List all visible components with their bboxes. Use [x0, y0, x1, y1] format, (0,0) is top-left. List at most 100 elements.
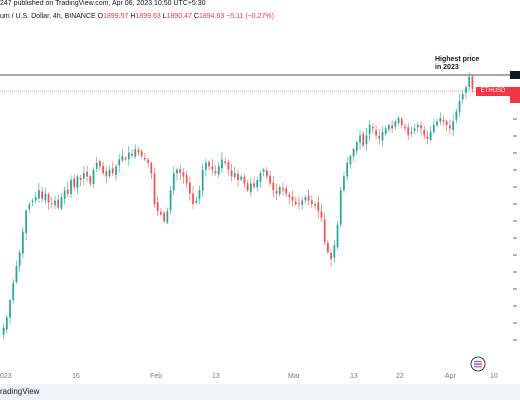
- candle-body: [237, 173, 239, 180]
- candle-body: [21, 231, 24, 254]
- candle-body: [134, 149, 137, 157]
- candle-body: [282, 188, 284, 191]
- x-tick-label: Feb: [150, 373, 163, 380]
- annotation-line-1: Highest price: [435, 56, 480, 63]
- y-axis-tick: [513, 118, 517, 120]
- candle-body: [115, 166, 117, 176]
- candle-body: [262, 169, 265, 172]
- candle-body: [86, 171, 88, 177]
- candle-body: [362, 133, 365, 146]
- x-tick-label: 023: [0, 373, 12, 380]
- candle-body: [320, 211, 323, 218]
- ethusd-label: ETHUSD: [476, 87, 510, 96]
- close-value: 1894.63: [198, 13, 225, 20]
- candle-body: [31, 200, 34, 203]
- candle-body: [211, 166, 214, 170]
- candle-body: [442, 120, 445, 122]
- candle-body: [256, 180, 259, 188]
- y-axis-tick: [513, 203, 517, 205]
- candle-body: [124, 157, 127, 160]
- highest-price-tag: [510, 71, 520, 79]
- candle-body: [346, 162, 349, 177]
- candle-body: [458, 100, 461, 112]
- candle-body: [150, 163, 153, 174]
- x-tick-label: 13: [350, 373, 358, 380]
- candle-body: [185, 174, 188, 184]
- candle-body: [95, 162, 98, 169]
- candle-body: [391, 125, 394, 129]
- candle-body: [275, 190, 278, 194]
- y-axis-tick: [513, 237, 517, 239]
- candle-body: [34, 197, 37, 201]
- candle-body: [436, 121, 438, 126]
- candle-body: [57, 199, 60, 208]
- candle-body: [404, 126, 406, 129]
- candle-body: [330, 252, 332, 260]
- candle-body: [25, 210, 27, 233]
- open-value: 1899.57: [103, 13, 129, 20]
- candle-body: [208, 161, 210, 167]
- candle-body: [471, 76, 474, 89]
- candle-body: [54, 200, 56, 206]
- candle-body: [294, 201, 297, 205]
- candle-body: [172, 173, 175, 191]
- candle-body: [2, 327, 5, 335]
- candle-body: [201, 169, 204, 191]
- x-tick-label: 10: [490, 373, 498, 380]
- candle-body: [429, 131, 432, 140]
- x-tick-label: Apr: [445, 373, 456, 380]
- candle-body: [76, 176, 79, 188]
- candle-body: [102, 165, 105, 174]
- high-value: 1899.63: [135, 13, 161, 20]
- candle-body: [176, 169, 178, 174]
- candle-body: [461, 94, 464, 100]
- candle-body: [378, 136, 381, 139]
- candle-body: [269, 175, 271, 184]
- candle-body: [420, 125, 422, 129]
- y-axis-tick: [513, 169, 517, 171]
- candle-body: [394, 121, 397, 127]
- candle-body: [365, 135, 368, 145]
- candle-body: [468, 76, 471, 87]
- y-axis-tick: [513, 305, 517, 307]
- candle-body: [89, 176, 92, 184]
- candle-body: [413, 128, 416, 131]
- candle-body: [301, 200, 304, 205]
- candle-body: [192, 193, 194, 205]
- candle-body: [163, 212, 166, 222]
- candle-body: [44, 193, 47, 201]
- candle-body: [99, 160, 101, 167]
- candle-body: [298, 203, 300, 205]
- ohlc-bar: um / U.S. Dollar, 4h, BINANCE O1899.57 H…: [0, 13, 274, 24]
- y-axis-tick: [513, 135, 517, 137]
- candle-body: [426, 136, 429, 139]
- candle-body: [47, 194, 50, 203]
- candle-body: [272, 182, 275, 191]
- tradingview-flag-icon[interactable]: [470, 356, 486, 372]
- candle-body: [449, 125, 451, 129]
- candle-body: [73, 178, 76, 187]
- annotation-line-2: in 2023: [435, 64, 459, 71]
- y-axis-tick: [513, 288, 517, 290]
- candle-body: [105, 171, 108, 177]
- high-label: H: [130, 13, 136, 20]
- candle-body: [455, 111, 458, 120]
- candle-body: [445, 121, 448, 125]
- candle-body: [288, 194, 291, 198]
- candle-body: [169, 190, 172, 211]
- x-tick-label: 13: [212, 373, 220, 380]
- candle-body: [12, 283, 15, 300]
- candle-body: [310, 200, 313, 205]
- candle-body: [144, 157, 146, 160]
- candle-body: [352, 149, 355, 157]
- candle-body: [92, 169, 95, 185]
- candle-body: [327, 242, 329, 253]
- x-tick-label: Mar: [288, 373, 301, 380]
- candle-body: [82, 173, 85, 179]
- current-price-tag: [510, 87, 520, 103]
- x-tick-label: 16: [72, 373, 80, 380]
- candle-body: [137, 149, 140, 153]
- candle-body: [195, 200, 198, 203]
